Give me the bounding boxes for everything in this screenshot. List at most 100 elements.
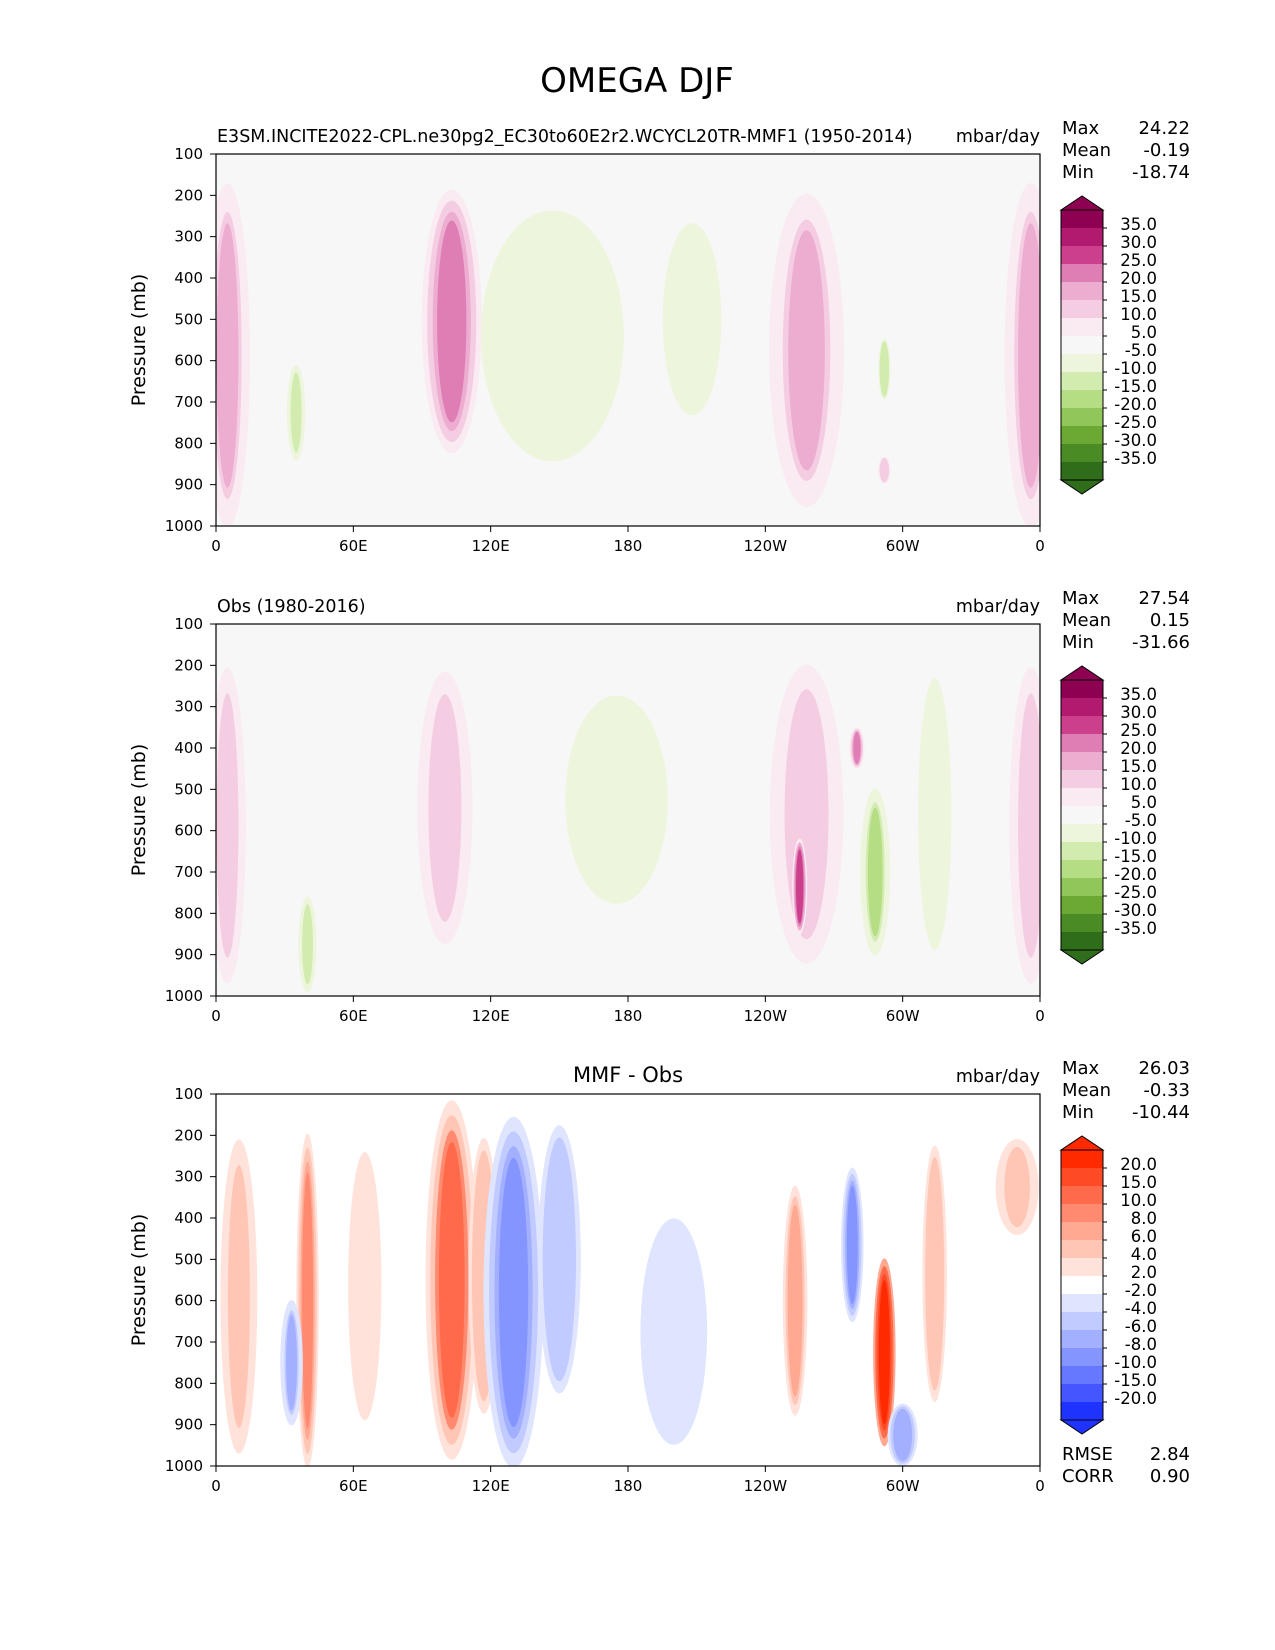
colorbar-tick-label: 35.0 xyxy=(1120,215,1157,234)
colorbar-tick-label: -10.0 xyxy=(1114,829,1157,848)
stat-value: -18.74 xyxy=(1132,162,1190,183)
colorbar-bin xyxy=(1061,228,1103,247)
colorbar-tick-label: 4.0 xyxy=(1131,1245,1157,1264)
colorbar-bin xyxy=(1061,246,1103,265)
colorbar-tick-label: 35.0 xyxy=(1120,685,1157,704)
contour-cell xyxy=(437,220,467,423)
stat-value: 27.54 xyxy=(1138,588,1190,609)
colorbar-tick-label: -35.0 xyxy=(1114,449,1157,468)
panel-diff: 0 60E 120E 180 120W 60W 0 100 200 300 400 500 600 700… xyxy=(128,1058,1190,1495)
colorbar-frame xyxy=(1060,1149,1104,1421)
colorbar-tick-label: 15.0 xyxy=(1120,757,1157,776)
colorbar-extend-min xyxy=(1059,949,1105,965)
colorbar-tick-label: 10.0 xyxy=(1120,1191,1157,1210)
colorbar-bin xyxy=(1061,1258,1103,1277)
colorbar-bin xyxy=(1061,354,1103,373)
contour-cell xyxy=(788,230,825,471)
stat-label: Mean xyxy=(1062,610,1111,631)
colorbar-bin xyxy=(1061,1330,1103,1349)
contour-cell xyxy=(565,695,668,904)
stat-label: RMSE xyxy=(1062,1444,1113,1465)
y-tick-label: 500 xyxy=(174,310,203,328)
colorbar-tick-label: -25.0 xyxy=(1114,413,1157,432)
stat-value: 0.90 xyxy=(1150,1466,1190,1487)
colorbar-bin xyxy=(1061,1222,1103,1241)
contour-cell xyxy=(787,1204,803,1397)
colorbar-tick-label: 5.0 xyxy=(1131,323,1157,342)
contour-cell xyxy=(867,807,883,937)
contour-cell xyxy=(227,1165,250,1428)
plot-background xyxy=(216,154,1040,526)
colorbar-tick-label: -30.0 xyxy=(1114,901,1157,920)
colorbar-bin xyxy=(1061,716,1103,735)
x-tick-label: 60W xyxy=(886,537,920,555)
units-label: mbar/day xyxy=(956,1067,1040,1087)
y-tick-label: 600 xyxy=(174,352,203,370)
x-tick-label: 0 xyxy=(1035,1007,1045,1025)
colorbar-bin xyxy=(1061,824,1103,843)
contour-cell xyxy=(796,849,804,924)
y-tick-label: 800 xyxy=(174,1374,203,1392)
colorbar-tick-label: -35.0 xyxy=(1114,919,1157,938)
colorbar-bin xyxy=(1061,1186,1103,1205)
y-tick-label: 100 xyxy=(174,615,203,633)
colorbar-tick-label: -6.0 xyxy=(1125,1317,1157,1336)
colorbar-bin xyxy=(1061,390,1103,409)
contour-cell xyxy=(216,693,239,958)
colorbar-bin xyxy=(1061,860,1103,879)
colorbar-extend-max xyxy=(1059,1135,1105,1151)
colorbar-tick-label: 30.0 xyxy=(1120,703,1157,722)
colorbar-bin xyxy=(1061,1402,1103,1421)
colorbar-tick-label: -20.0 xyxy=(1114,395,1157,414)
plot-background xyxy=(216,1094,1040,1466)
colorbar-bin xyxy=(1061,806,1103,825)
contour-cell xyxy=(428,694,462,922)
x-tick-label: 60E xyxy=(339,537,368,555)
y-tick-label: 1000 xyxy=(165,987,203,1005)
contour-cell xyxy=(662,223,722,416)
colorbar-tick-label: -15.0 xyxy=(1114,847,1157,866)
y-tick-label: 200 xyxy=(174,656,203,674)
panel-model: 0 60E 120E 180 120W 60W 0 100 200 300 400 500 600 700… xyxy=(128,118,1190,555)
colorbar-tick-label: -15.0 xyxy=(1114,1371,1157,1390)
y-tick-label: 400 xyxy=(174,739,203,757)
y-tick-label: 200 xyxy=(174,1126,203,1144)
stat-label: Max xyxy=(1062,118,1100,139)
panel-left-title: Obs (1980-2016) xyxy=(217,597,366,617)
colorbar-frame xyxy=(1060,679,1104,951)
contour-cell xyxy=(497,220,608,452)
stat-value: 26.03 xyxy=(1138,1058,1190,1079)
contour-cell xyxy=(921,689,948,940)
x-tick-label: 0 xyxy=(211,537,221,555)
contour-cell xyxy=(846,1185,858,1305)
colorbar-tick-label: -20.0 xyxy=(1114,1389,1157,1408)
y-tick-label: 900 xyxy=(174,476,203,494)
y-tick-label: 300 xyxy=(174,1168,203,1186)
y-tick-label: 500 xyxy=(174,1250,203,1268)
colorbar-bin xyxy=(1061,318,1103,337)
colorbar-bin xyxy=(1061,680,1103,699)
colorbar-bin xyxy=(1061,896,1103,915)
colorbar-tick-label: 20.0 xyxy=(1120,269,1157,288)
colorbar-bin xyxy=(1061,408,1103,427)
stat-value: 0.15 xyxy=(1150,610,1190,631)
colorbar-tick-label: 8.0 xyxy=(1131,1209,1157,1228)
x-tick-label: 180 xyxy=(614,1477,643,1495)
stat-value: 24.22 xyxy=(1138,118,1190,139)
y-tick-label: 100 xyxy=(174,1085,203,1103)
x-tick-label: 120W xyxy=(744,1477,788,1495)
contour-cell xyxy=(1018,693,1040,958)
stat-label: Mean xyxy=(1062,140,1111,161)
colorbar-bin xyxy=(1061,462,1103,481)
y-axis-label: Pressure (mb) xyxy=(128,744,150,877)
colorbar-tick-label: 25.0 xyxy=(1120,721,1157,740)
contour-cell xyxy=(286,1314,298,1411)
colorbar-bin xyxy=(1061,372,1103,391)
colorbar-tick-label: 25.0 xyxy=(1120,251,1157,270)
panel-obs: 0 60E 120E 180 120W 60W 0 100 200 300 400 500 600 700… xyxy=(128,588,1190,1025)
units-label: mbar/day xyxy=(956,597,1040,617)
y-axis-label: Pressure (mb) xyxy=(128,274,150,407)
stat-value: -0.33 xyxy=(1143,1080,1190,1101)
contour-field xyxy=(216,183,1040,526)
